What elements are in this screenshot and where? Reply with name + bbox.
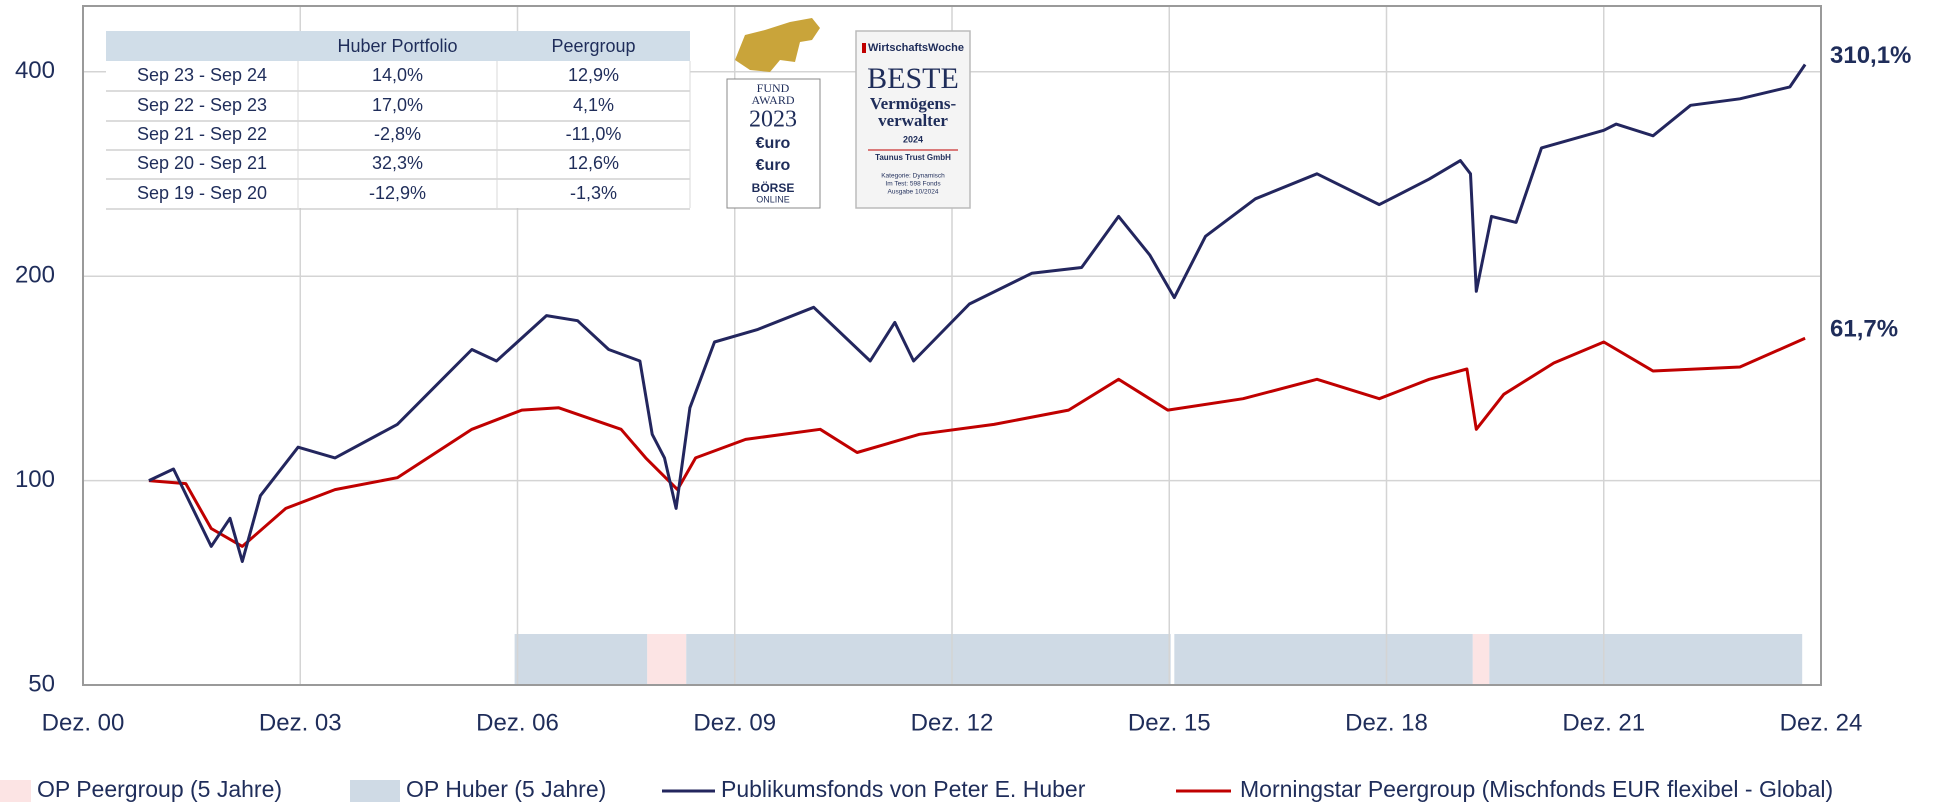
table-cell: Sep 23 - Sep 24 xyxy=(137,65,267,85)
y-tick-label: 100 xyxy=(15,466,55,493)
award-logo: ONLINE xyxy=(756,194,790,204)
wiwo-mark xyxy=(862,43,866,53)
bull-icon xyxy=(735,18,820,72)
x-tick-label: Dez. 15 xyxy=(1128,709,1211,736)
award-text: verwalter xyxy=(878,111,948,130)
award-year: 2023 xyxy=(749,107,797,133)
award-logo: €uro xyxy=(756,157,791,174)
table-cell: 17,0% xyxy=(372,95,423,115)
y-tick-label: 200 xyxy=(15,262,55,289)
award-note: Im Test: 598 Fonds xyxy=(885,181,941,188)
legend-swatch xyxy=(0,780,31,802)
series-line xyxy=(148,336,1806,548)
award-text: FUND xyxy=(757,81,790,95)
table-cell: Sep 20 - Sep 21 xyxy=(137,153,267,173)
table-cell: 12,9% xyxy=(568,65,619,85)
legend-label: Morningstar Peergroup (Mischfonds EUR fl… xyxy=(1240,776,1833,802)
award-text: Vermögens- xyxy=(870,94,957,113)
x-tick-label: Dez. 09 xyxy=(693,709,776,736)
x-tick-label: Dez. 00 xyxy=(42,709,125,736)
table-header-bg xyxy=(106,31,690,61)
table-cell: -11,0% xyxy=(566,124,622,144)
table-cell: Sep 22 - Sep 23 xyxy=(137,95,267,115)
legend-label: OP Huber (5 Jahre) xyxy=(406,776,606,802)
table-cell: -1,3% xyxy=(570,183,617,203)
plot-border xyxy=(82,5,1822,686)
table-cell: -12,9% xyxy=(369,183,426,203)
award-company: Taunus Trust GmbH xyxy=(875,153,951,162)
table-cell: -2,8% xyxy=(374,124,421,144)
end-label: 61,7% xyxy=(1830,316,1898,343)
band xyxy=(1174,634,1473,685)
table-cell: Sep 19 - Sep 20 xyxy=(137,183,267,203)
band xyxy=(514,634,648,685)
band xyxy=(647,634,687,685)
table-cell: 32,3% xyxy=(372,153,423,173)
end-label: 310,1% xyxy=(1830,42,1911,69)
y-tick-label: 400 xyxy=(15,57,55,84)
award-box xyxy=(855,30,971,209)
x-tick-label: Dez. 06 xyxy=(476,709,559,736)
award-year: 2024 xyxy=(903,134,923,144)
award-text: AWARD xyxy=(751,93,794,107)
x-tick-label: Dez. 12 xyxy=(911,709,994,736)
table-cell: 4,1% xyxy=(573,95,614,115)
band xyxy=(686,634,1171,685)
legend-label: Publikumsfonds von Peter E. Huber xyxy=(721,776,1086,802)
y-tick-label: 50 xyxy=(28,670,55,697)
award-note: Kategorie: Dynamisch xyxy=(881,173,945,180)
table-header: Peergroup xyxy=(551,36,635,56)
award-note: Ausgabe 10/2024 xyxy=(888,189,939,196)
legend-label: OP Peergroup (5 Jahre) xyxy=(37,776,282,802)
series-line xyxy=(148,63,1807,563)
award-logo: €uro xyxy=(756,135,791,152)
table-cell: Sep 21 - Sep 22 xyxy=(137,124,267,144)
x-tick-label: Dez. 24 xyxy=(1780,709,1863,736)
legend-swatch xyxy=(350,780,400,802)
table-cell: 12,6% xyxy=(568,153,619,173)
award-brand: WirtschaftsWoche xyxy=(868,42,964,54)
x-tick-label: Dez. 21 xyxy=(1562,709,1645,736)
award-box xyxy=(726,78,821,209)
table-header: Huber Portfolio xyxy=(337,36,457,56)
band xyxy=(1489,634,1803,685)
table-cell: 14,0% xyxy=(372,65,423,85)
band xyxy=(1472,634,1490,685)
x-tick-label: Dez. 18 xyxy=(1345,709,1428,736)
x-tick-label: Dez. 03 xyxy=(259,709,342,736)
award-logo: BÖRSE xyxy=(752,180,795,195)
award-text: BESTE xyxy=(867,62,959,95)
